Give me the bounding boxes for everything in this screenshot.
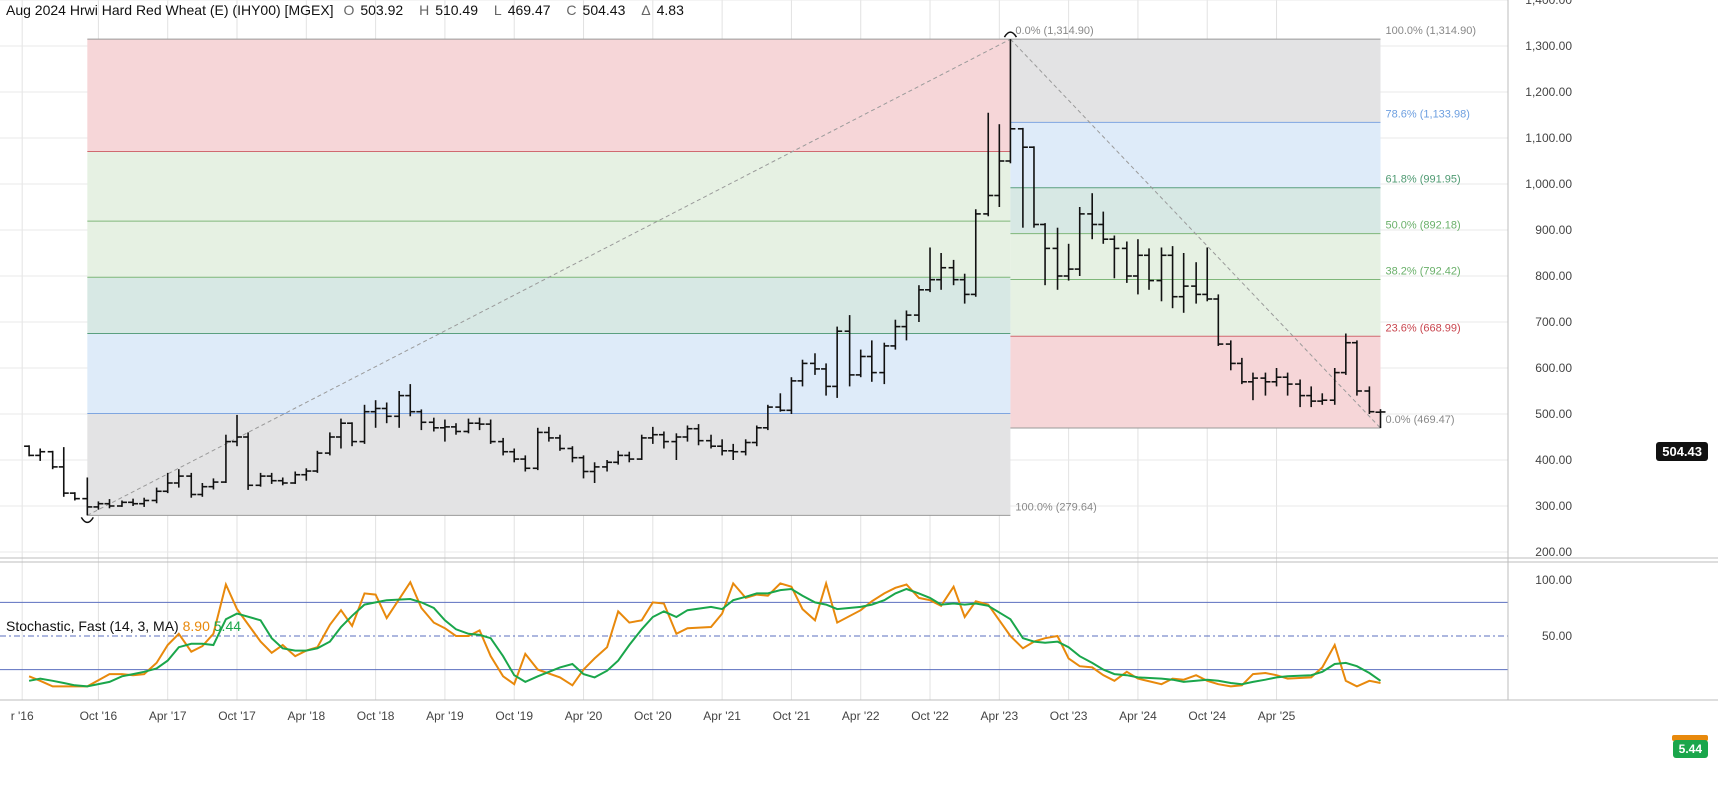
x-tick-label: Oct '16	[80, 709, 118, 723]
x-tick-label: Apr '20	[565, 709, 603, 723]
stochastic-tick-label: 100.00	[1535, 573, 1572, 587]
x-tick-label: Apr '19	[426, 709, 464, 723]
fib-level-label: 38.2% (792.42)	[1385, 265, 1460, 277]
x-tick-label: Apr '24	[1119, 709, 1157, 723]
x-tick-label: r '16	[11, 709, 34, 723]
y-tick-label: 600.00	[1535, 361, 1572, 375]
fib-zone	[87, 333, 1011, 414]
stochastic-k-value: 8.90	[182, 618, 210, 634]
y-tick-label: 400.00	[1535, 453, 1572, 467]
x-tick-label: Oct '19	[495, 709, 533, 723]
y-tick-label: 700.00	[1535, 315, 1572, 329]
open-value: 503.92	[360, 2, 404, 18]
price-bars	[24, 31, 1386, 524]
y-tick-label: 900.00	[1535, 223, 1572, 237]
fib-trend-line	[87, 38, 1011, 516]
y-tick-label: 1,400.00	[1525, 0, 1572, 7]
high-readout: H 510.49	[419, 2, 484, 18]
x-tick-label: Apr '21	[703, 709, 741, 723]
y-tick-label: 1,200.00	[1525, 85, 1572, 99]
fib-zone	[1010, 336, 1381, 429]
fib-level-label: 61.8% (991.95)	[1385, 174, 1460, 186]
stochastic-line	[28, 587, 1382, 688]
fib-trend-line	[1010, 38, 1381, 429]
fib-level-label: 100.0% (279.64)	[1015, 501, 1096, 513]
stochastic-d-value: 5.44	[213, 618, 242, 634]
stochastic-header: Stochastic, Fast (14, 3, MA) 8.90 5.44	[6, 618, 241, 634]
y-tick-label: 300.00	[1535, 499, 1572, 513]
open-readout: O 503.92	[343, 2, 409, 18]
y-tick-label: 500.00	[1535, 407, 1572, 421]
fib-zone	[1010, 39, 1381, 123]
x-tick-label: Apr '22	[842, 709, 880, 723]
fib-level-label: 78.6% (1,133.98)	[1385, 108, 1469, 120]
x-tick-label: Oct '17	[218, 709, 256, 723]
y-tick-label: 800.00	[1535, 269, 1572, 283]
low-value: 469.47	[507, 2, 551, 18]
x-tick-label: Oct '22	[911, 709, 949, 723]
change-readout: Δ 4.83	[641, 2, 690, 18]
stochastic-label: Stochastic, Fast (14, 3, MA)	[6, 618, 179, 634]
close-value: 504.43	[582, 2, 626, 18]
x-tick-label: Apr '25	[1258, 709, 1296, 723]
swing-high-marker	[1003, 31, 1018, 38]
y-tick-label: 200.00	[1535, 545, 1572, 559]
low-readout: L 469.47	[494, 2, 557, 18]
axes: r '16 Oct '16 Apr '17 Oct '17 Apr '18 Oct '18…	[0, 0, 1718, 723]
x-tick-label: Oct '23	[1050, 709, 1088, 723]
stochastic-k-badge	[1672, 735, 1708, 741]
fib-level-label: 100.0% (1,314.90)	[1385, 25, 1476, 37]
last-price-badge: 504.43	[1656, 442, 1708, 461]
x-tick-label: Oct '24	[1188, 709, 1226, 723]
change-value: 4.83	[656, 2, 684, 18]
change-key: Δ	[641, 2, 651, 18]
x-tick-label: Oct '21	[773, 709, 811, 723]
stochastic-line	[28, 579, 1381, 688]
fib-level-label: 50.0% (892.18)	[1385, 220, 1460, 232]
fib-zone	[87, 277, 1011, 334]
low-key: L	[493, 2, 502, 18]
fib-zone	[87, 221, 1011, 278]
fib-zone	[87, 151, 1011, 222]
stochastic-panel	[0, 579, 1508, 688]
fib-zone	[1010, 187, 1381, 234]
fib-zone	[87, 39, 1011, 152]
y-tick-label: 1,300.00	[1525, 39, 1572, 53]
x-tick-label: Oct '18	[357, 709, 395, 723]
x-tick-label: Oct '20	[634, 709, 672, 723]
stochastic-tick-label: 50.00	[1542, 629, 1572, 643]
close-key: C	[566, 2, 577, 18]
y-tick-label: 1,100.00	[1525, 131, 1572, 145]
open-key: O	[343, 2, 355, 18]
high-key: H	[419, 2, 430, 18]
x-tick-label: Apr '18	[287, 709, 325, 723]
fib-level-label: 0.0% (469.47)	[1385, 414, 1454, 426]
x-tick-label: Apr '23	[980, 709, 1018, 723]
close-readout: C 504.43	[566, 2, 631, 18]
fib-level-label: 23.6% (668.99)	[1385, 322, 1460, 334]
fibonacci-retracements: 0.0% (1,314.90)23.6% (1,070.58)38.2% (91…	[87, 25, 1476, 516]
y-tick-label: 1,000.00	[1525, 177, 1572, 191]
chart-header: Aug 2024 Hrwi Hard Red Wheat (E) (IHY00)…	[6, 2, 696, 18]
high-value: 510.49	[435, 2, 479, 18]
x-tick-label: Apr '17	[149, 709, 187, 723]
fib-level-label: 0.0% (1,314.90)	[1015, 25, 1093, 37]
fib-zone	[1010, 122, 1381, 188]
symbol-title: Aug 2024 Hrwi Hard Red Wheat (E) (IHY00)…	[6, 2, 334, 18]
stochastic-d-badge: 5.44	[1672, 740, 1708, 758]
swing-low-marker	[80, 516, 94, 524]
